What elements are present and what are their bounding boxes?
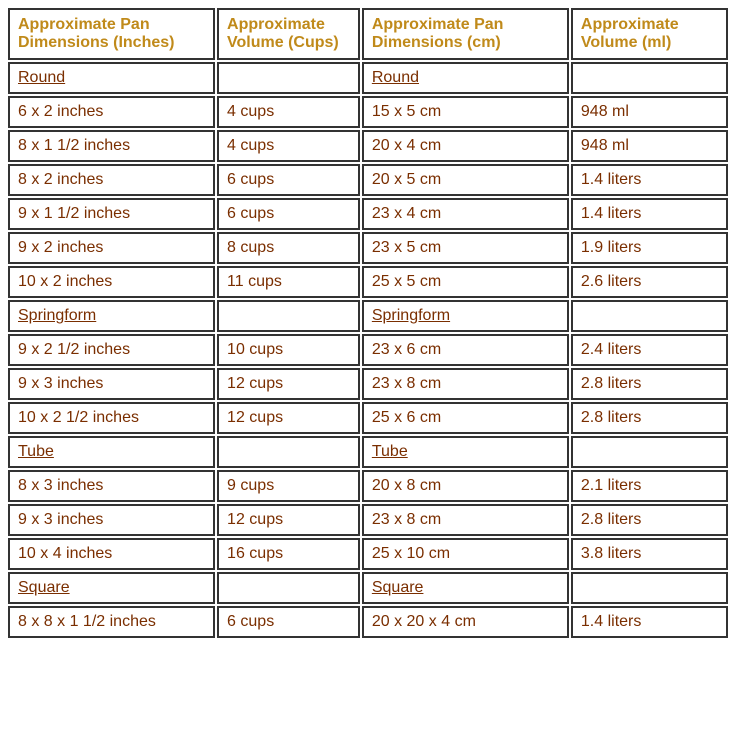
table-cell: Square — [8, 572, 215, 604]
table-cell: 1.4 liters — [571, 164, 728, 196]
table-cell: 23 x 4 cm — [362, 198, 569, 230]
table-cell: 16 cups — [217, 538, 360, 570]
table-cell: 10 x 2 1/2 inches — [8, 402, 215, 434]
table-cell: 2.4 liters — [571, 334, 728, 366]
table-cell — [571, 436, 728, 468]
table-cell: 1.4 liters — [571, 606, 728, 638]
table-row: 10 x 2 inches11 cups25 x 5 cm2.6 liters — [8, 266, 728, 298]
table-cell: 1.9 liters — [571, 232, 728, 264]
table-row: 8 x 2 inches6 cups20 x 5 cm1.4 liters — [8, 164, 728, 196]
table-cell: 3.8 liters — [571, 538, 728, 570]
table-cell: 23 x 8 cm — [362, 368, 569, 400]
table-cell: 6 cups — [217, 606, 360, 638]
table-cell: 25 x 5 cm — [362, 266, 569, 298]
section-row: Springform Springform — [8, 300, 728, 332]
table-cell: Tube — [362, 436, 569, 468]
table-row: 9 x 3 inches12 cups23 x 8 cm2.8 liters — [8, 504, 728, 536]
table-row: 8 x 8 x 1 1/2 inches6 cups20 x 20 x 4 cm… — [8, 606, 728, 638]
table-cell: Springform — [362, 300, 569, 332]
table-cell: 20 x 20 x 4 cm — [362, 606, 569, 638]
table-cell — [217, 62, 360, 94]
header-row: Approximate Pan Dimensions (Inches) Appr… — [8, 8, 728, 60]
table-cell: 2.8 liters — [571, 402, 728, 434]
table-cell: 1.4 liters — [571, 198, 728, 230]
section-row: Round Round — [8, 62, 728, 94]
table-cell: Round — [8, 62, 215, 94]
section-row: Tube Tube — [8, 436, 728, 468]
table-cell: 25 x 6 cm — [362, 402, 569, 434]
table-cell: Springform — [8, 300, 215, 332]
table-cell: 6 cups — [217, 164, 360, 196]
table-cell: 23 x 6 cm — [362, 334, 569, 366]
table-cell: 12 cups — [217, 368, 360, 400]
table-cell: Round — [362, 62, 569, 94]
table-row: 9 x 2 1/2 inches10 cups23 x 6 cm2.4 lite… — [8, 334, 728, 366]
table-cell: 2.8 liters — [571, 368, 728, 400]
table-cell: 20 x 8 cm — [362, 470, 569, 502]
table-cell: 9 x 2 1/2 inches — [8, 334, 215, 366]
table-row: 9 x 2 inches8 cups23 x 5 cm1.9 liters — [8, 232, 728, 264]
table-cell: 8 x 1 1/2 inches — [8, 130, 215, 162]
table-cell: 948 ml — [571, 96, 728, 128]
table-cell: 2.6 liters — [571, 266, 728, 298]
table-row: 8 x 1 1/2 inches4 cups20 x 4 cm948 ml — [8, 130, 728, 162]
table-cell: 4 cups — [217, 130, 360, 162]
col-header-cups: Approximate Volume (Cups) — [217, 8, 360, 60]
table-cell — [571, 300, 728, 332]
table-cell: 10 x 4 inches — [8, 538, 215, 570]
table-cell: 20 x 5 cm — [362, 164, 569, 196]
table-row: 10 x 4 inches16 cups25 x 10 cm3.8 liters — [8, 538, 728, 570]
section-row: Square Square — [8, 572, 728, 604]
table-row: 9 x 3 inches12 cups23 x 8 cm2.8 liters — [8, 368, 728, 400]
table-cell — [571, 62, 728, 94]
table-row: 6 x 2 inches4 cups15 x 5 cm948 ml — [8, 96, 728, 128]
table-cell: 9 x 2 inches — [8, 232, 215, 264]
table-cell: 15 x 5 cm — [362, 96, 569, 128]
table-cell: 6 x 2 inches — [8, 96, 215, 128]
table-cell: 4 cups — [217, 96, 360, 128]
table-cell: 8 cups — [217, 232, 360, 264]
table-cell — [217, 436, 360, 468]
table-cell: 12 cups — [217, 504, 360, 536]
table-cell: 12 cups — [217, 402, 360, 434]
table-row: 10 x 2 1/2 inches12 cups25 x 6 cm2.8 lit… — [8, 402, 728, 434]
table-cell: 23 x 5 cm — [362, 232, 569, 264]
table-row: 9 x 1 1/2 inches6 cups23 x 4 cm1.4 liter… — [8, 198, 728, 230]
col-header-ml: Approximate Volume (ml) — [571, 8, 728, 60]
table-cell: Tube — [8, 436, 215, 468]
table-cell: 20 x 4 cm — [362, 130, 569, 162]
table-cell: 9 x 3 inches — [8, 368, 215, 400]
table-cell — [217, 300, 360, 332]
table-cell: 8 x 8 x 1 1/2 inches — [8, 606, 215, 638]
table-cell: 25 x 10 cm — [362, 538, 569, 570]
table-cell: 8 x 2 inches — [8, 164, 215, 196]
table-cell: 8 x 3 inches — [8, 470, 215, 502]
table-cell: 2.1 liters — [571, 470, 728, 502]
table-cell: 948 ml — [571, 130, 728, 162]
table-cell: 9 cups — [217, 470, 360, 502]
table-cell — [217, 572, 360, 604]
table-cell: 10 x 2 inches — [8, 266, 215, 298]
table-cell: 2.8 liters — [571, 504, 728, 536]
table-cell: Square — [362, 572, 569, 604]
table-cell: 10 cups — [217, 334, 360, 366]
table-cell — [571, 572, 728, 604]
table-cell: 23 x 8 cm — [362, 504, 569, 536]
table-cell: 9 x 3 inches — [8, 504, 215, 536]
table-cell: 11 cups — [217, 266, 360, 298]
col-header-cm: Approximate Pan Dimensions (cm) — [362, 8, 569, 60]
table-cell: 6 cups — [217, 198, 360, 230]
table-row: 8 x 3 inches9 cups20 x 8 cm2.1 liters — [8, 470, 728, 502]
pan-conversion-table: Approximate Pan Dimensions (Inches) Appr… — [6, 6, 730, 640]
col-header-inches: Approximate Pan Dimensions (Inches) — [8, 8, 215, 60]
table-cell: 9 x 1 1/2 inches — [8, 198, 215, 230]
